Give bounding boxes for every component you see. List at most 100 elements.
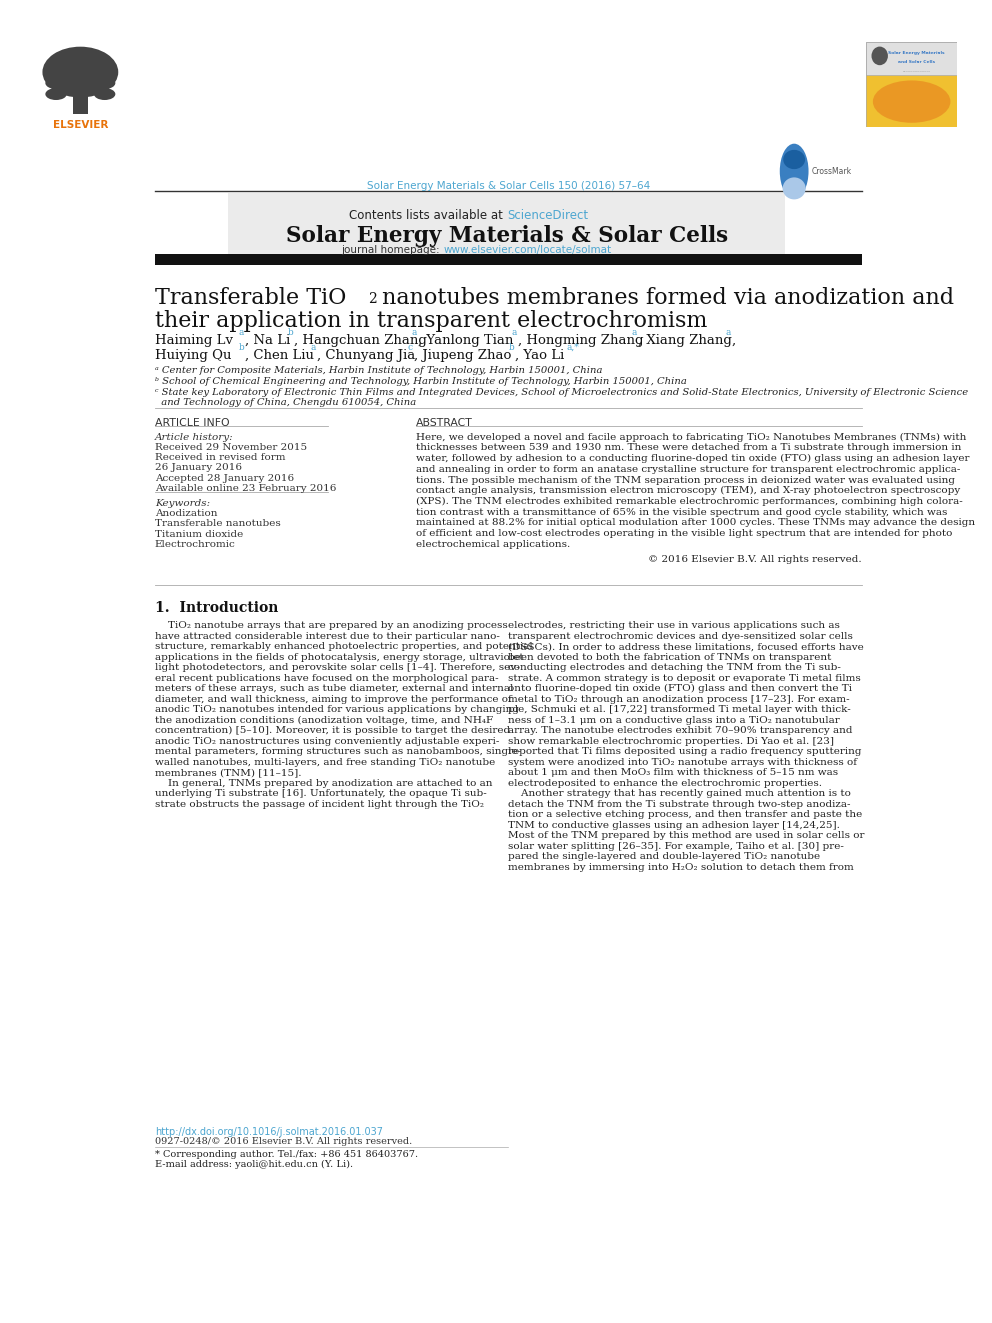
Text: , Yao Li: , Yao Li — [515, 349, 564, 363]
Text: metal to TiO₂ through an anodization process [17–23]. For exam-: metal to TiO₂ through an anodization pro… — [509, 695, 850, 704]
Text: water, followed by adhesion to a conducting fluorine-doped tin oxide (FTO) glass: water, followed by adhesion to a conduct… — [417, 454, 969, 463]
Bar — [228, 193, 786, 254]
Ellipse shape — [94, 77, 115, 89]
Text: Anodization: Anodization — [155, 509, 217, 519]
Text: (XPS). The TNM electrodes exhibited remarkable electrochromic performances, comb: (XPS). The TNM electrodes exhibited rema… — [417, 497, 963, 507]
Text: TiO₂ nanotube arrays that are prepared by an anodizing process: TiO₂ nanotube arrays that are prepared b… — [155, 622, 508, 630]
Text: Contents lists available at: Contents lists available at — [349, 209, 507, 222]
Text: a: a — [725, 328, 730, 337]
Text: journal homepage:: journal homepage: — [341, 246, 443, 255]
Text: , Xiang Zhang: , Xiang Zhang — [638, 333, 731, 347]
Text: Received in revised form: Received in revised form — [155, 454, 286, 462]
Text: diameter, and wall thickness, aiming to improve the performance of: diameter, and wall thickness, aiming to … — [155, 695, 512, 704]
Text: , Jiupeng Zhao: , Jiupeng Zhao — [414, 349, 511, 363]
Text: of efficient and low-cost electrodes operating in the visible light spectrum tha: of efficient and low-cost electrodes ope… — [417, 529, 952, 538]
Text: ,: , — [731, 333, 735, 347]
Text: * Corresponding author. Tel./fax: +86 451 86403767.: * Corresponding author. Tel./fax: +86 45… — [155, 1150, 418, 1159]
Text: concentration) [5–10]. Moreover, it is possible to target the desired: concentration) [5–10]. Moreover, it is p… — [155, 726, 510, 736]
Text: transparent electrochromic devices and dye-sensitized solar cells: transparent electrochromic devices and d… — [509, 632, 853, 640]
Text: ________________: ________________ — [902, 69, 930, 73]
Text: walled nanotubes, multi-layers, and free standing TiO₂ nanotube: walled nanotubes, multi-layers, and free… — [155, 758, 495, 766]
Text: a,*: a,* — [566, 343, 579, 352]
Text: Huiying Qu: Huiying Qu — [155, 349, 231, 363]
Text: ARTICLE INFO: ARTICLE INFO — [155, 418, 229, 427]
Text: Another strategy that has recently gained much attention is to: Another strategy that has recently gaine… — [509, 789, 851, 798]
Text: onto fluorine-doped tin oxide (FTO) glass and then convert the Ti: onto fluorine-doped tin oxide (FTO) glas… — [509, 684, 852, 693]
Text: Haiming Lv: Haiming Lv — [155, 333, 233, 347]
Ellipse shape — [46, 77, 66, 89]
Text: Solar Energy Materials & Solar Cells 150 (2016) 57–64: Solar Energy Materials & Solar Cells 150… — [367, 181, 650, 191]
Ellipse shape — [872, 46, 888, 65]
Text: membranes (TNM) [11–15].: membranes (TNM) [11–15]. — [155, 769, 302, 777]
Text: ᵃ Center for Composite Materials, Harbin Institute of Technology, Harbin 150001,: ᵃ Center for Composite Materials, Harbin… — [155, 365, 602, 374]
Text: 1.  Introduction: 1. Introduction — [155, 601, 278, 615]
Text: applications in the fields of photocatalysis, energy storage, ultraviolet: applications in the fields of photocatal… — [155, 652, 524, 662]
Text: a: a — [412, 328, 417, 337]
Text: http://dx.doi.org/10.1016/j.solmat.2016.01.037: http://dx.doi.org/10.1016/j.solmat.2016.… — [155, 1127, 383, 1136]
Text: solar water splitting [26–35]. For example, Taiho et al. [30] pre-: solar water splitting [26–35]. For examp… — [509, 841, 844, 851]
Ellipse shape — [784, 149, 806, 169]
Text: strate obstructs the passage of incident light through the TiO₂: strate obstructs the passage of incident… — [155, 799, 484, 808]
Text: 2: 2 — [368, 292, 376, 306]
Text: conducting electrodes and detaching the TNM from the Ti sub-: conducting electrodes and detaching the … — [509, 663, 841, 672]
Text: (DSSCs). In order to address these limitations, focused efforts have: (DSSCs). In order to address these limit… — [509, 642, 864, 651]
Text: a: a — [632, 328, 637, 337]
Ellipse shape — [46, 89, 66, 101]
Text: been devoted to both the fabrication of TNMs on transparent: been devoted to both the fabrication of … — [509, 652, 831, 662]
Text: Transferable TiO: Transferable TiO — [155, 287, 346, 310]
Text: and annealing in order to form an anatase crystalline structure for transparent : and annealing in order to form an anatas… — [417, 464, 960, 474]
Text: 26 January 2016: 26 January 2016 — [155, 463, 242, 472]
Text: contact angle analysis, transmission electron microscopy (TEM), and X-ray photoe: contact angle analysis, transmission ele… — [417, 487, 960, 495]
Text: electrodes, restricting their use in various applications such as: electrodes, restricting their use in var… — [509, 622, 840, 630]
Text: anodic TiO₂ nanostructures using conveniently adjustable experi-: anodic TiO₂ nanostructures using conveni… — [155, 737, 499, 746]
Text: Keywords:: Keywords: — [155, 499, 210, 508]
Text: array. The nanotube electrodes exhibit 70–90% transparency and: array. The nanotube electrodes exhibit 7… — [509, 726, 853, 736]
Bar — [72, 82, 88, 114]
Text: maintained at 88.2% for initial optical modulation after 1000 cycles. These TNMs: maintained at 88.2% for initial optical … — [417, 519, 975, 528]
Text: ple, Schmuki et al. [17,22] transformed Ti metal layer with thick-: ple, Schmuki et al. [17,22] transformed … — [509, 705, 851, 714]
Text: Electrochromic: Electrochromic — [155, 540, 235, 549]
Text: have attracted considerable interest due to their particular nano-: have attracted considerable interest due… — [155, 632, 500, 640]
Text: , Na Li: , Na Li — [245, 333, 290, 347]
Text: nanotubes membranes formed via anodization and: nanotubes membranes formed via anodizati… — [375, 287, 953, 310]
Text: E-mail address: yaoli@hit.edu.cn (Y. Li).: E-mail address: yaoli@hit.edu.cn (Y. Li)… — [155, 1160, 353, 1170]
Text: pared the single-layered and double-layered TiO₂ nanotube: pared the single-layered and double-laye… — [509, 852, 820, 861]
Text: Most of the TNM prepared by this method are used in solar cells or: Most of the TNM prepared by this method … — [509, 831, 865, 840]
Text: structure, remarkably enhanced photoelectric properties, and potential: structure, remarkably enhanced photoelec… — [155, 642, 533, 651]
Text: ABSTRACT: ABSTRACT — [417, 418, 473, 427]
Text: Solar Energy Materials & Solar Cells: Solar Energy Materials & Solar Cells — [286, 225, 728, 247]
Text: Available online 23 February 2016: Available online 23 February 2016 — [155, 484, 336, 492]
Text: , Yanlong Tian: , Yanlong Tian — [418, 333, 513, 347]
Text: Titanium dioxide: Titanium dioxide — [155, 529, 243, 538]
Text: show remarkable electrochromic properties. Di Yao et al. [23]: show remarkable electrochromic propertie… — [509, 737, 834, 746]
Text: tion or a selective etching process, and then transfer and paste the: tion or a selective etching process, and… — [509, 810, 863, 819]
Ellipse shape — [94, 89, 115, 101]
Text: eral recent publications have focused on the morphological para-: eral recent publications have focused on… — [155, 673, 498, 683]
Bar — [866, 42, 957, 74]
Text: their application in transparent electrochromism: their application in transparent electro… — [155, 310, 707, 332]
Text: , Hangchuan Zhang: , Hangchuan Zhang — [294, 333, 427, 347]
Text: ness of 1–3.1 μm on a conductive glass into a TiO₂ nanotubular: ness of 1–3.1 μm on a conductive glass i… — [509, 716, 840, 725]
Text: b: b — [509, 343, 515, 352]
Text: reported that Ti films deposited using a radio frequency sputtering: reported that Ti films deposited using a… — [509, 747, 862, 757]
Text: and Technology of China, Chengdu 610054, China: and Technology of China, Chengdu 610054,… — [155, 398, 416, 407]
Text: meters of these arrays, such as tube diameter, external and internal: meters of these arrays, such as tube dia… — [155, 684, 513, 693]
Text: a: a — [310, 343, 316, 352]
Text: underlying Ti substrate [16]. Unfortunately, the opaque Ti sub-: underlying Ti substrate [16]. Unfortunat… — [155, 789, 486, 798]
Text: and Solar Cells: and Solar Cells — [898, 60, 934, 64]
Text: system were anodized into TiO₂ nanotube arrays with thickness of: system were anodized into TiO₂ nanotube … — [509, 758, 857, 766]
Text: , Chunyang Jia: , Chunyang Jia — [317, 349, 416, 363]
Text: b: b — [238, 343, 244, 352]
Text: b: b — [288, 328, 294, 337]
Bar — [866, 74, 957, 127]
Text: 0927-0248/© 2016 Elsevier B.V. All rights reserved.: 0927-0248/© 2016 Elsevier B.V. All right… — [155, 1136, 412, 1146]
Text: electrodeposited to enhance the electrochromic properties.: electrodeposited to enhance the electroc… — [509, 779, 822, 787]
Text: a: a — [512, 328, 517, 337]
Text: Here, we developed a novel and facile approach to fabricating TiO₂ Nanotubes Mem: Here, we developed a novel and facile ap… — [417, 433, 966, 442]
Text: © 2016 Elsevier B.V. All rights reserved.: © 2016 Elsevier B.V. All rights reserved… — [649, 554, 862, 564]
Text: CrossMark: CrossMark — [811, 167, 851, 176]
Text: light photodetectors, and perovskite solar cells [1–4]. Therefore, sev-: light photodetectors, and perovskite sol… — [155, 663, 520, 672]
Text: ᶜ State key Laboratory of Electronic Thin Films and Integrated Devices, School o: ᶜ State key Laboratory of Electronic Thi… — [155, 388, 968, 397]
Text: Solar Energy Materials: Solar Energy Materials — [888, 52, 944, 56]
Text: In general, TNMs prepared by anodization are attached to an: In general, TNMs prepared by anodization… — [155, 779, 492, 787]
